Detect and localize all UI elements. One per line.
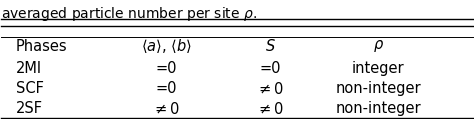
Text: integer: integer <box>352 61 405 76</box>
Text: $\neq 0$: $\neq 0$ <box>256 81 284 97</box>
Text: SCF: SCF <box>16 81 44 96</box>
Text: $\neq 0$: $\neq 0$ <box>152 101 181 117</box>
Text: $S$: $S$ <box>264 38 275 54</box>
Text: 2SF: 2SF <box>16 101 43 116</box>
Text: =0: =0 <box>155 81 177 96</box>
Text: Phases: Phases <box>16 39 67 54</box>
Text: 2MI: 2MI <box>16 61 42 76</box>
Text: $\neq 0$: $\neq 0$ <box>256 101 284 117</box>
Text: $\rho$: $\rho$ <box>373 38 384 54</box>
Text: non-integer: non-integer <box>336 81 421 96</box>
Text: =0: =0 <box>259 61 281 76</box>
Text: $\langle a\rangle$, $\langle b\rangle$: $\langle a\rangle$, $\langle b\rangle$ <box>141 37 192 55</box>
Text: =0: =0 <box>155 61 177 76</box>
Text: averaged particle number per site $\rho$.: averaged particle number per site $\rho$… <box>1 5 257 23</box>
Text: non-integer: non-integer <box>336 101 421 116</box>
